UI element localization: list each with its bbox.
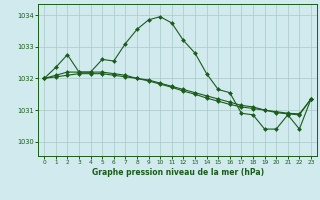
X-axis label: Graphe pression niveau de la mer (hPa): Graphe pression niveau de la mer (hPa)	[92, 168, 264, 177]
